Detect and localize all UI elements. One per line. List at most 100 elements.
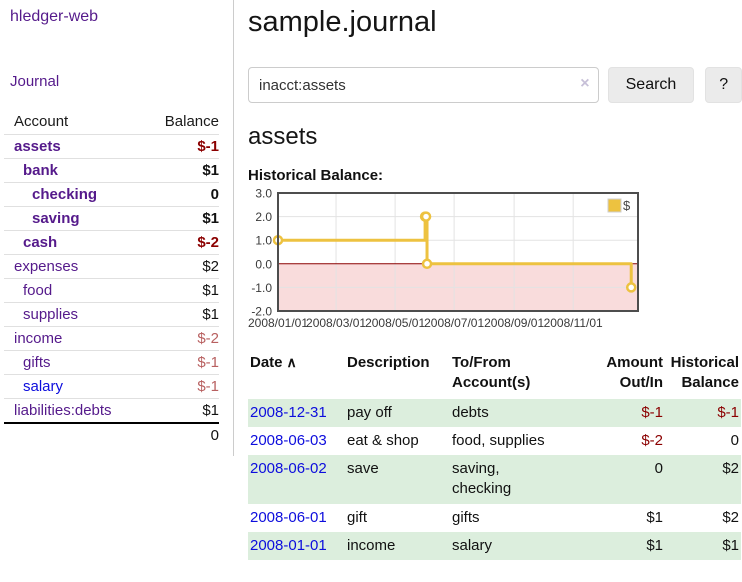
- accounts-column-account: Account: [14, 113, 69, 130]
- chart-border: [277, 192, 639, 312]
- search-button[interactable]: Search: [607, 67, 695, 103]
- transaction-description: gift: [347, 508, 368, 526]
- account-heading: assets: [248, 123, 318, 150]
- account-link[interactable]: food: [23, 282, 53, 299]
- transaction-row[interactable]: 2008-12-31 pay off debts $-1 $-1: [248, 398, 741, 427]
- transaction-row[interactable]: 2008-01-01 income salary $1 $1: [248, 531, 741, 561]
- chart-y-tick-label: 2.0: [255, 210, 272, 224]
- account-balance: $2: [138, 254, 219, 279]
- account-link[interactable]: liabilities:debts: [14, 402, 112, 419]
- transaction-amount: $-1: [641, 403, 663, 421]
- account-row: salary $-1: [4, 374, 219, 399]
- transaction-accounts: gifts: [452, 508, 480, 526]
- account-balance: $-2: [138, 230, 219, 255]
- transaction-balance: $-1: [717, 403, 739, 421]
- transaction-amount: $1: [646, 536, 663, 554]
- clear-search-icon[interactable]: ×: [580, 75, 590, 92]
- main-content: sample.journal × Search ? assets Histori…: [248, 0, 742, 561]
- register-column-to-from-account-s[interactable]: To/From Account(s): [452, 354, 531, 391]
- chart-data-point: [625, 282, 637, 293]
- account-link[interactable]: bank: [23, 162, 59, 179]
- account-balance: $1: [138, 398, 219, 423]
- account-balance: $1: [138, 302, 219, 327]
- chart-y-tick-label: 1.0: [255, 234, 272, 248]
- transaction-row[interactable]: 2008-06-01 gift gifts $1 $2: [248, 504, 741, 532]
- transaction-balance: 0: [730, 431, 739, 449]
- account-row: checking 0: [4, 182, 219, 207]
- brand-link[interactable]: hledger-web: [10, 8, 99, 25]
- accounts-total-balance: 0: [138, 422, 219, 447]
- transaction-balance: $1: [722, 536, 739, 554]
- chart-y-tick-label: -2.0: [251, 305, 272, 319]
- chart-y-tick-label: -1.0: [251, 281, 272, 295]
- register-header-row: Date ∧ Description To/From Account(s) Amount…: [248, 351, 741, 399]
- transaction-description: eat & shop: [347, 431, 419, 449]
- account-row: income $-2: [4, 326, 219, 351]
- account-row: cash $-2: [4, 230, 219, 255]
- account-row: assets $-1: [4, 134, 219, 159]
- chart-y-tick-label: 3.0: [255, 187, 272, 201]
- search-input-wrap: ×: [248, 67, 599, 103]
- account-link[interactable]: assets: [14, 138, 61, 155]
- account-row: bank $1: [4, 158, 219, 183]
- sidebar-divider: [233, 0, 234, 456]
- register-column-historical-balance[interactable]: Historical Balance: [670, 354, 739, 391]
- transaction-date-link[interactable]: 2008-01-01: [250, 536, 327, 554]
- transaction-amount: $-2: [641, 431, 663, 449]
- account-balance: $-1: [138, 374, 219, 399]
- chart-data-point: [420, 211, 432, 222]
- historical-balance-chart: $3.0 2.0 1.0 0.0 -1.0 -2.02008/01/012008/03/0…: [248, 187, 639, 330]
- register-column-amount-out-in[interactable]: Amount Out/In: [606, 354, 663, 391]
- chart-y-tick-label: 0.0: [255, 257, 272, 271]
- help-button[interactable]: ?: [705, 67, 742, 103]
- register-column-description[interactable]: Description: [347, 354, 430, 371]
- transaction-date-link[interactable]: 2008-06-01: [250, 508, 327, 526]
- account-link[interactable]: gifts: [23, 354, 51, 371]
- transaction-amount: $1: [646, 508, 663, 526]
- chart-x-tick-label: 2008/07/01: [424, 316, 484, 330]
- accounts-balance-table: Account Balance assets $-1 bank $1 checking 0…: [4, 110, 219, 447]
- transaction-description: income: [347, 536, 396, 554]
- account-row: food $1: [4, 278, 219, 303]
- account-link[interactable]: supplies: [23, 306, 79, 323]
- accounts-header-row: Account Balance: [4, 110, 219, 135]
- sidebar: hledger-web Journal Account Balance asse…: [0, 0, 232, 447]
- account-link[interactable]: cash: [23, 234, 58, 251]
- account-row: saving $1: [4, 206, 219, 231]
- account-balance: $-2: [138, 326, 219, 351]
- transaction-balance: $2: [722, 508, 739, 526]
- account-link[interactable]: expenses: [14, 258, 79, 275]
- transaction-balance: $2: [722, 460, 739, 478]
- sidebar-item-journal[interactable]: Journal: [10, 73, 60, 90]
- transaction-accounts: debts: [452, 403, 489, 421]
- account-row: gifts $-1: [4, 350, 219, 375]
- chart-x-tick-label: 2008/09/01: [484, 316, 544, 330]
- sort-ascending-icon[interactable]: ∧: [286, 354, 297, 370]
- accounts-total-row: 0: [4, 422, 219, 447]
- account-link[interactable]: salary: [23, 378, 64, 395]
- chart-x-tick-label: 2008/03/01: [306, 316, 366, 330]
- transaction-date-link[interactable]: 2008-06-03: [250, 431, 327, 449]
- chart-data-point: [421, 258, 433, 270]
- search-input[interactable]: [248, 67, 599, 103]
- account-link[interactable]: saving: [32, 210, 80, 227]
- transaction-accounts: salary: [452, 536, 493, 554]
- account-row: supplies $1: [4, 302, 219, 327]
- transaction-date-link[interactable]: 2008-06-02: [250, 460, 327, 478]
- transaction-row[interactable]: 2008-06-03 eat & shop food, supplies $-2 0: [248, 427, 741, 455]
- account-row: liabilities:debts $1: [4, 398, 219, 423]
- register-column-date[interactable]: Date ∧: [250, 354, 297, 371]
- page-title: sample.journal: [248, 6, 437, 38]
- account-link[interactable]: income: [14, 330, 63, 347]
- chart-legend-label: $: [623, 198, 631, 213]
- account-balance: $1: [138, 158, 219, 183]
- transaction-date-link[interactable]: 2008-12-31: [250, 403, 327, 421]
- transaction-amount: 0: [654, 460, 663, 478]
- transaction-description: save: [347, 460, 379, 478]
- chart-x-tick-label: 2008/11/01: [544, 316, 603, 330]
- account-link[interactable]: checking: [32, 186, 98, 203]
- transaction-row[interactable]: 2008-06-02 save saving, checking 0 $2: [248, 455, 741, 504]
- account-row: expenses $2: [4, 254, 219, 279]
- chart-legend-swatch: [607, 198, 622, 213]
